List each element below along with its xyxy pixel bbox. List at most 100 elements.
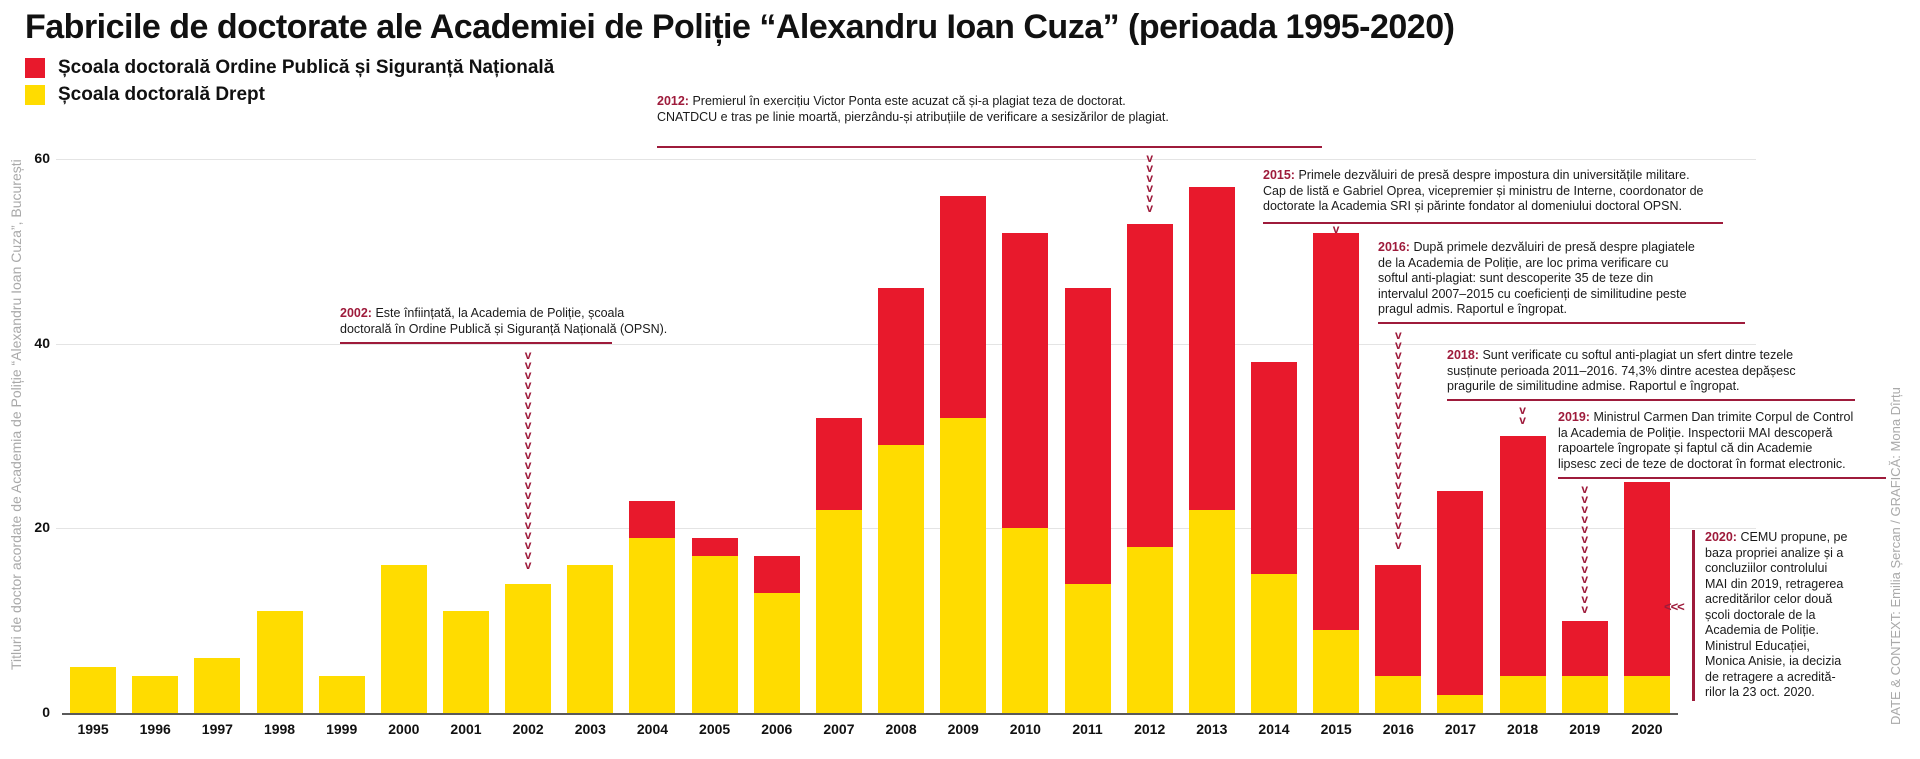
- bar-2007-drept: [815, 509, 862, 713]
- bar-2017-opsn: [1437, 491, 1484, 695]
- annotation-text: Ministrul Carmen Dan trimite Corpul de C…: [1558, 410, 1854, 471]
- legend-label-drept: Școala doctorală Drept: [58, 84, 265, 105]
- x-tick-label-2019: 2019: [1569, 721, 1601, 737]
- x-tick-label-2010: 2010: [1009, 721, 1041, 737]
- bar-1999-drept: [318, 676, 365, 713]
- bar-2019: [1561, 620, 1608, 713]
- annotation-underline-2012: [657, 146, 1322, 148]
- annotation-year: 2015:: [1263, 168, 1299, 182]
- bar-2006: [753, 556, 800, 713]
- annotation-text: Sunt verificate cu softul anti-plagiat u…: [1447, 348, 1796, 393]
- bar-2013: [1188, 186, 1235, 713]
- bar-2020: [1623, 482, 1670, 713]
- x-tick-label-2004: 2004: [636, 721, 669, 737]
- y-tick-label-20: 20: [34, 519, 50, 536]
- legend-item-opsn: Școala doctorală Ordine Publică și Sigur…: [25, 57, 554, 79]
- x-tick-label-2016: 2016: [1382, 721, 1414, 737]
- bar-2017-drept: [1437, 694, 1484, 713]
- x-tick-label-2006: 2006: [761, 721, 793, 737]
- annotation-2012: 2012: Premierul în exercițiu Victor Pont…: [657, 94, 1282, 125]
- bar-2015-opsn: [1313, 232, 1360, 630]
- bar-2001-drept: [443, 611, 489, 713]
- bar-2020-drept: [1623, 676, 1670, 713]
- bar-2012: [1126, 223, 1173, 713]
- annotation-year: 2012:: [657, 94, 693, 108]
- x-axis-line: [62, 713, 1678, 715]
- annotation-underline-2015: [1263, 222, 1723, 224]
- y-tick-label-60: 60: [34, 150, 50, 166]
- bar-2019-drept: [1561, 676, 1608, 713]
- bar-2016: [1375, 565, 1422, 713]
- annotation-text: Primele dezvăluiri de presă despre impos…: [1263, 168, 1704, 213]
- page-title: Fabricile de doctorate ale Academiei de …: [25, 8, 1455, 46]
- x-tick-label-1995: 1995: [77, 721, 109, 737]
- bar-2016-drept: [1375, 676, 1422, 713]
- bar-1999: [318, 676, 365, 713]
- bar-2018: [1499, 436, 1546, 713]
- bar-2010-drept: [1002, 528, 1049, 713]
- x-tick-label-2001: 2001: [450, 721, 482, 737]
- bar-1996-drept: [132, 676, 179, 713]
- x-tick-label-2008: 2008: [885, 721, 917, 737]
- arrow-down-icon-2015: v: [1332, 222, 1340, 236]
- y-tick-label-40: 40: [34, 334, 50, 351]
- bar-2009: [940, 195, 987, 713]
- annotation-year: 2002:: [340, 306, 376, 320]
- x-tick-label-1998: 1998: [263, 721, 296, 737]
- bar-2015-drept: [1313, 629, 1360, 713]
- bar-2002: [505, 583, 552, 713]
- x-tick-label-1999: 1999: [326, 721, 358, 737]
- bar-2014: [1251, 362, 1297, 713]
- bar-2014-drept: [1251, 574, 1297, 713]
- y-tick-label-0: 0: [42, 704, 50, 720]
- bar-1997-drept: [194, 657, 241, 713]
- annotation-text: Premierul în exercițiu Victor Ponta este…: [657, 94, 1169, 124]
- bar-2011-opsn: [1064, 288, 1111, 584]
- x-tick-label-2005: 2005: [699, 721, 731, 737]
- bar-2005: [691, 537, 738, 713]
- x-tick-label-2015: 2015: [1320, 721, 1352, 737]
- bar-2003-drept: [567, 565, 614, 713]
- bar-2005-opsn: [691, 537, 738, 557]
- annotation-underline-2019: [1558, 477, 1886, 479]
- bar-2004-opsn: [629, 500, 676, 538]
- bar-2013-opsn: [1188, 186, 1235, 510]
- bar-2010: [1002, 232, 1049, 713]
- x-tick-label-2009: 2009: [947, 721, 979, 737]
- bar-2007: [815, 417, 862, 713]
- bar-2012-opsn: [1126, 223, 1173, 547]
- bar-2009-opsn: [940, 195, 987, 418]
- annotation-text: După primele dezvăluiri de presă despre …: [1378, 240, 1695, 316]
- annotation-2019: 2019: Ministrul Carmen Dan trimite Corpu…: [1558, 410, 1903, 472]
- bar-1997: [194, 657, 241, 713]
- x-tick-label-2014: 2014: [1258, 721, 1290, 737]
- bar-2004: [629, 500, 676, 713]
- x-tick-label-2017: 2017: [1444, 721, 1477, 737]
- bar-2020-opsn: [1623, 482, 1670, 677]
- bar-1998-drept: [256, 611, 303, 713]
- x-tick-label-2003: 2003: [574, 721, 606, 737]
- bar-2012-drept: [1126, 546, 1173, 713]
- bar-2007-opsn: [815, 417, 862, 510]
- bar-2008: [878, 288, 925, 713]
- legend-swatch-red: [25, 58, 45, 78]
- annotation-2020: 2020: CEMU propune, pe baza propriei ana…: [1692, 530, 1890, 701]
- bar-2019-opsn: [1561, 620, 1608, 677]
- annotation-underline-2016: [1378, 322, 1745, 324]
- x-tick-label-2002: 2002: [512, 721, 544, 737]
- bar-2018-drept: [1499, 676, 1546, 713]
- bar-2017: [1437, 491, 1484, 713]
- bar-2000: [380, 565, 427, 713]
- bar-1998: [256, 611, 303, 713]
- annotation-underline-2018: [1447, 399, 1855, 401]
- annotation-2018: 2018: Sunt verificate cu softul anti-pla…: [1447, 348, 1887, 395]
- bar-2011: [1064, 288, 1111, 713]
- bar-2002-drept: [505, 583, 552, 713]
- bar-2009-drept: [940, 417, 987, 713]
